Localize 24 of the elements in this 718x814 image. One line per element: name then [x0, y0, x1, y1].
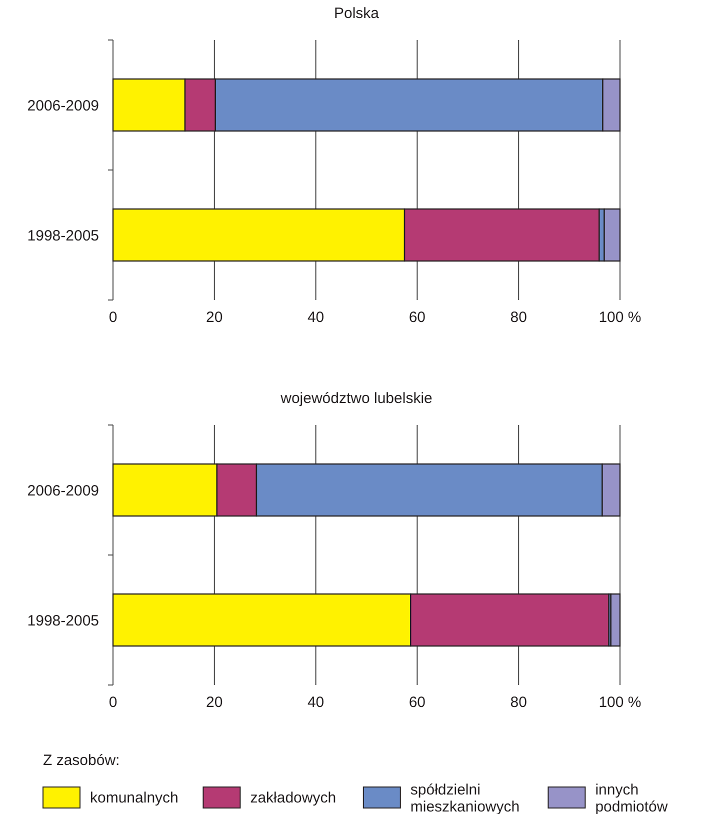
chart-title: województwo lubelskie [280, 390, 432, 407]
x-tick-label: 20 [206, 309, 223, 326]
x-tick-label: 0 [108, 309, 118, 326]
x-tick-label: 20 [206, 694, 223, 711]
x-tick-label: 60 [408, 309, 426, 326]
y-tick-label: 1998-2005 [27, 612, 99, 630]
bar [610, 593, 621, 647]
legend-label: spółdzielni mieszkaniowych [410, 781, 520, 814]
x-tick-label: 0 [108, 694, 118, 711]
x-tick-label: 100 % [598, 309, 642, 326]
x-tick-label: 100 % [598, 694, 642, 711]
chart-title: Polska [334, 5, 380, 22]
legend-title: Z zasobów: [43, 752, 120, 769]
legend-label: zakładowych [250, 789, 336, 806]
x-tick-label: 40 [307, 694, 324, 711]
x-tick-label: 40 [307, 309, 324, 326]
legend-label: innych podmiotów [595, 781, 668, 814]
y-tick-label: 2006-2009 [27, 97, 99, 114]
x-tick-label: 80 [510, 694, 527, 711]
legend-label: komunalnych [90, 789, 178, 806]
y-tick-label: 1998-2005 [27, 227, 99, 244]
x-tick-label: 80 [510, 309, 527, 326]
y-tick-label: 2006-2009 [27, 482, 99, 500]
x-tick-label: 60 [408, 694, 426, 711]
